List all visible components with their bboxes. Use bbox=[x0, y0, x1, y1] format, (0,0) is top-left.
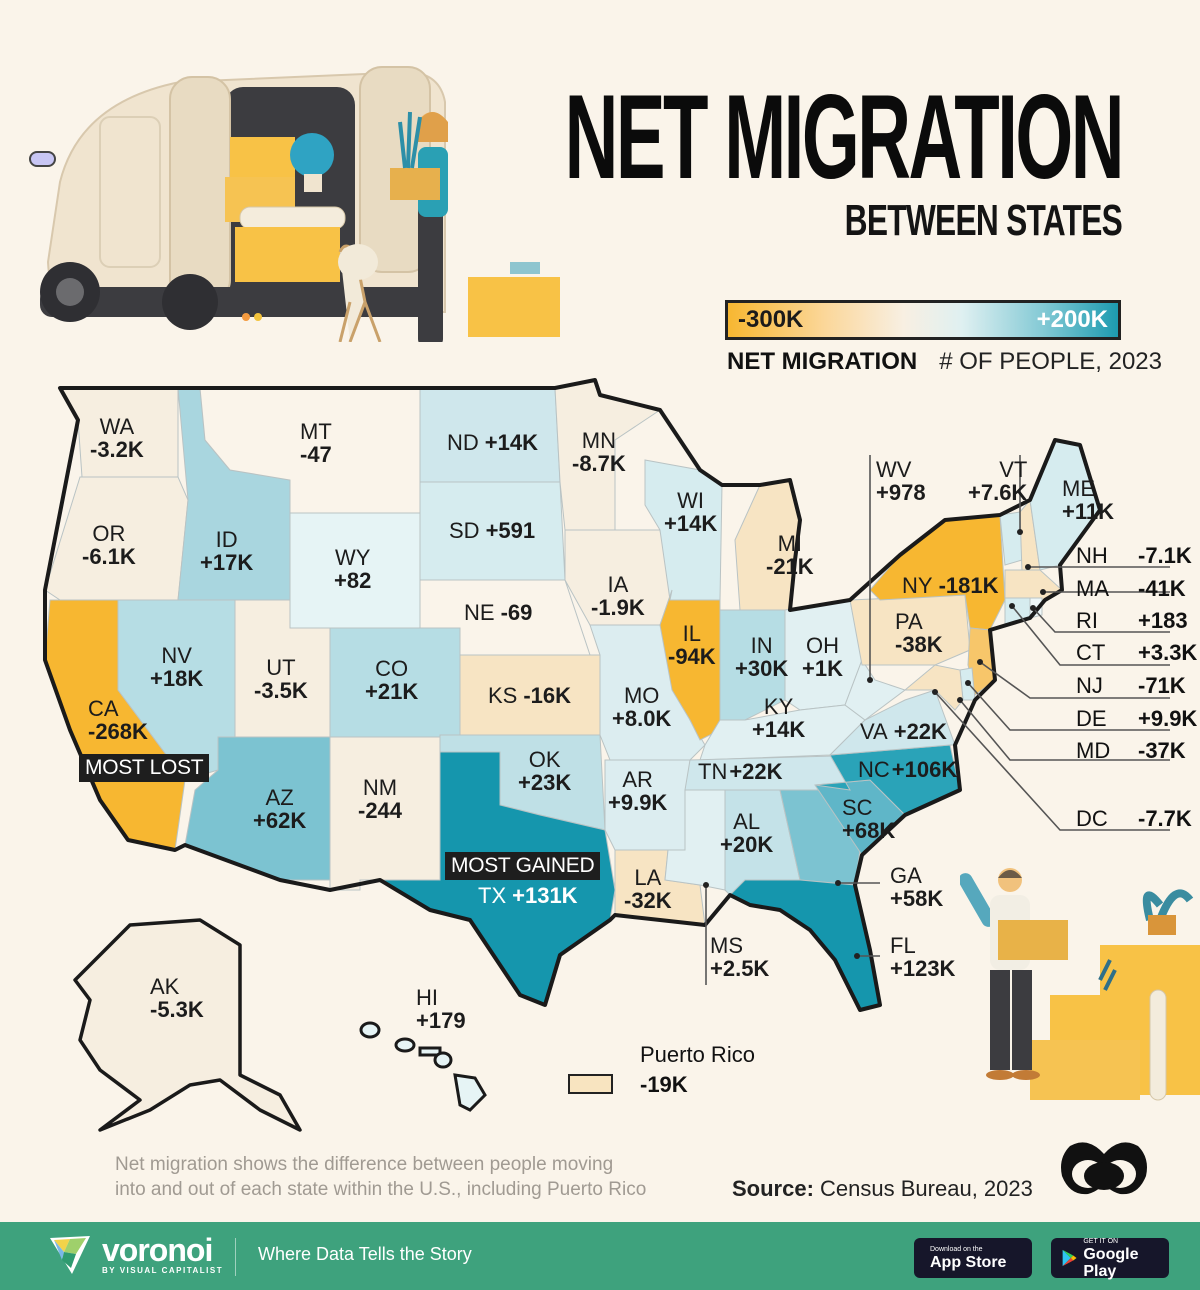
state-in bbox=[719, 609, 786, 721]
label-wv: WV +978 bbox=[876, 457, 926, 506]
label-md: MD -37K bbox=[1076, 738, 1186, 763]
app-store-small-text: Download on the bbox=[930, 1246, 983, 1253]
voronoi-logo-icon bbox=[50, 1236, 90, 1274]
puerto-rico-value: -19K bbox=[640, 1072, 688, 1097]
label-ri: RI +183 bbox=[1076, 608, 1188, 633]
mover-illustration bbox=[960, 868, 1200, 1101]
title-block: NET MIGRATION BETWEEN STATES bbox=[223, 70, 1125, 246]
puerto-rico-swatch bbox=[568, 1074, 613, 1094]
google-play-icon bbox=[1062, 1249, 1077, 1267]
label-ak: AK -5.3K bbox=[150, 974, 204, 1023]
google-play-big-text: Google Play bbox=[1083, 1245, 1139, 1280]
state-ak bbox=[73, 918, 302, 1132]
label-hi: HI +179 bbox=[416, 985, 466, 1034]
label-ky: KY +14K bbox=[752, 694, 806, 743]
label-nc: NC+106K bbox=[858, 757, 958, 782]
app-store-big-text: App Store bbox=[930, 1254, 1007, 1271]
label-nh: NH -7.1K bbox=[1076, 543, 1192, 568]
label-tn: TN+22K bbox=[698, 759, 783, 784]
label-dc: DC -7.7K bbox=[1076, 806, 1192, 831]
label-wi: WI +14K bbox=[664, 488, 718, 537]
us-border bbox=[43, 378, 1102, 1012]
state-vt bbox=[999, 511, 1023, 566]
puerto-rico-label: Puerto Rico bbox=[640, 1042, 755, 1067]
label-ks: KS -16K bbox=[488, 683, 572, 708]
us-map bbox=[43, 378, 1170, 1132]
google-play-small-text: GET IT ON bbox=[1083, 1237, 1119, 1245]
tagline: Where Data Tells the Story bbox=[258, 1244, 472, 1264]
label-nj: NJ -71K bbox=[1076, 673, 1186, 698]
label-ia: IA -1.9K bbox=[591, 572, 645, 621]
label-va: VA +22K bbox=[860, 719, 947, 744]
app-store-button[interactable]: Download on the App Store bbox=[914, 1238, 1032, 1278]
source-label: Source: bbox=[732, 1176, 814, 1201]
label-mn: MN -8.7K bbox=[572, 428, 626, 477]
label-ut: UT -3.5K bbox=[254, 655, 308, 704]
label-wa: WA -3.2K bbox=[90, 414, 144, 463]
label-in: IN +30K bbox=[735, 633, 789, 682]
footer-divider bbox=[235, 1238, 236, 1276]
label-nv: NV +18K bbox=[150, 643, 204, 692]
label-ca: CA -268K bbox=[88, 696, 148, 745]
label-nm: NM -244 bbox=[358, 775, 403, 824]
label-ct: CT +3.3K bbox=[1076, 640, 1198, 665]
label-id: ID +17K bbox=[200, 527, 254, 576]
state-wv bbox=[844, 658, 907, 721]
label-tx: TX +131K bbox=[478, 883, 578, 908]
label-ar: AR +9.9K bbox=[608, 767, 668, 816]
moving-van-illustration bbox=[29, 66, 560, 342]
page-subtitle: BETWEEN STATES bbox=[844, 196, 1123, 245]
footnote: Net migration shows the difference betwe… bbox=[115, 1152, 646, 1202]
label-pa: PA -38K bbox=[895, 609, 943, 658]
label-az: AZ +62K bbox=[253, 785, 307, 834]
most-lost-tag: MOST LOST bbox=[79, 754, 210, 782]
label-sc: SC +68K bbox=[842, 795, 896, 844]
label-ok: OK +23K bbox=[518, 747, 572, 796]
label-wy: WY +82 bbox=[334, 545, 372, 594]
label-co: CO +21K bbox=[365, 656, 419, 705]
voronoi-logo[interactable]: voronoi BY VISUAL CAPITALIST bbox=[48, 1234, 223, 1276]
source-text: Census Bureau, 2023 bbox=[820, 1176, 1033, 1201]
color-scale-legend: -300K +200K bbox=[725, 300, 1121, 340]
google-play-button[interactable]: GET IT ON Google Play bbox=[1051, 1237, 1169, 1280]
legend-caption: NET MIGRATION # OF PEOPLE, 2023 bbox=[727, 348, 1162, 376]
most-gained-tag: MOST GAINED bbox=[445, 852, 601, 880]
source: Source: Census Bureau, 2023 bbox=[732, 1176, 1033, 1202]
label-ny: NY -181K bbox=[902, 573, 999, 598]
page-title: NET MIGRATION bbox=[564, 70, 1125, 204]
label-ms: MS +2.5K bbox=[710, 933, 770, 982]
label-nd: ND +14K bbox=[447, 430, 538, 455]
label-fl: FL +123K bbox=[890, 933, 956, 982]
label-me: ME +11K bbox=[1062, 476, 1114, 525]
label-oh: OH +1K bbox=[802, 633, 843, 682]
brand-name: voronoi bbox=[102, 1232, 213, 1268]
label-mi: MI -21K bbox=[766, 531, 814, 580]
label-sd: SD +591 bbox=[449, 518, 536, 543]
legend-metric-label: NET MIGRATION bbox=[727, 348, 918, 375]
label-la: LA -32K bbox=[624, 865, 672, 914]
label-mt: MT -47 bbox=[300, 419, 332, 468]
label-mo: MO +8.0K bbox=[612, 683, 672, 732]
footer-bar: voronoi BY VISUAL CAPITALIST Where Data … bbox=[0, 1222, 1200, 1290]
label-ma: MA -41K bbox=[1076, 576, 1186, 601]
label-or: OR -6.1K bbox=[82, 521, 136, 570]
label-ne: NE -69 bbox=[464, 600, 533, 625]
legend-unit-label: # OF PEOPLE, 2023 bbox=[939, 348, 1163, 375]
label-de: DE +9.9K bbox=[1076, 706, 1198, 731]
label-il: IL -94K bbox=[668, 621, 716, 670]
state-nc bbox=[814, 744, 961, 816]
binoculars-icon bbox=[1061, 1142, 1147, 1195]
label-al: AL +20K bbox=[720, 809, 774, 858]
label-ga: GA +58K bbox=[890, 863, 944, 912]
footnote-line-1: Net migration shows the difference betwe… bbox=[115, 1154, 614, 1175]
footnote-line-2: into and out of each state within the U.… bbox=[115, 1179, 647, 1200]
legend-min-label: -300K bbox=[738, 306, 804, 333]
label-vt: VT +7.6K bbox=[968, 457, 1028, 506]
legend-max-label: +200K bbox=[1036, 306, 1108, 333]
state-hi bbox=[359, 1021, 487, 1112]
brand-subtitle: BY VISUAL CAPITALIST bbox=[102, 1266, 224, 1275]
